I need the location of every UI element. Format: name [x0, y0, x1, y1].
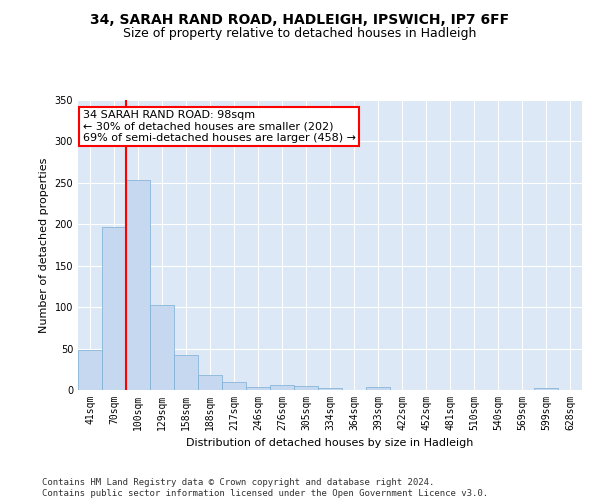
Bar [150, 306, 174, 390]
Bar [534, 388, 558, 390]
Bar [270, 385, 294, 390]
Bar [366, 386, 390, 390]
Bar [102, 227, 126, 390]
Text: 34, SARAH RAND ROAD, HADLEIGH, IPSWICH, IP7 6FF: 34, SARAH RAND ROAD, HADLEIGH, IPSWICH, … [91, 12, 509, 26]
Y-axis label: Number of detached properties: Number of detached properties [39, 158, 49, 332]
Bar [126, 180, 150, 390]
Bar [222, 382, 246, 390]
Bar [294, 386, 318, 390]
Bar [198, 375, 222, 390]
Text: Size of property relative to detached houses in Hadleigh: Size of property relative to detached ho… [124, 28, 476, 40]
X-axis label: Distribution of detached houses by size in Hadleigh: Distribution of detached houses by size … [187, 438, 473, 448]
Text: Contains HM Land Registry data © Crown copyright and database right 2024.
Contai: Contains HM Land Registry data © Crown c… [42, 478, 488, 498]
Bar [174, 355, 198, 390]
Text: 34 SARAH RAND ROAD: 98sqm
← 30% of detached houses are smaller (202)
69% of semi: 34 SARAH RAND ROAD: 98sqm ← 30% of detac… [83, 110, 356, 143]
Bar [246, 386, 270, 390]
Bar [78, 350, 102, 390]
Bar [318, 388, 342, 390]
